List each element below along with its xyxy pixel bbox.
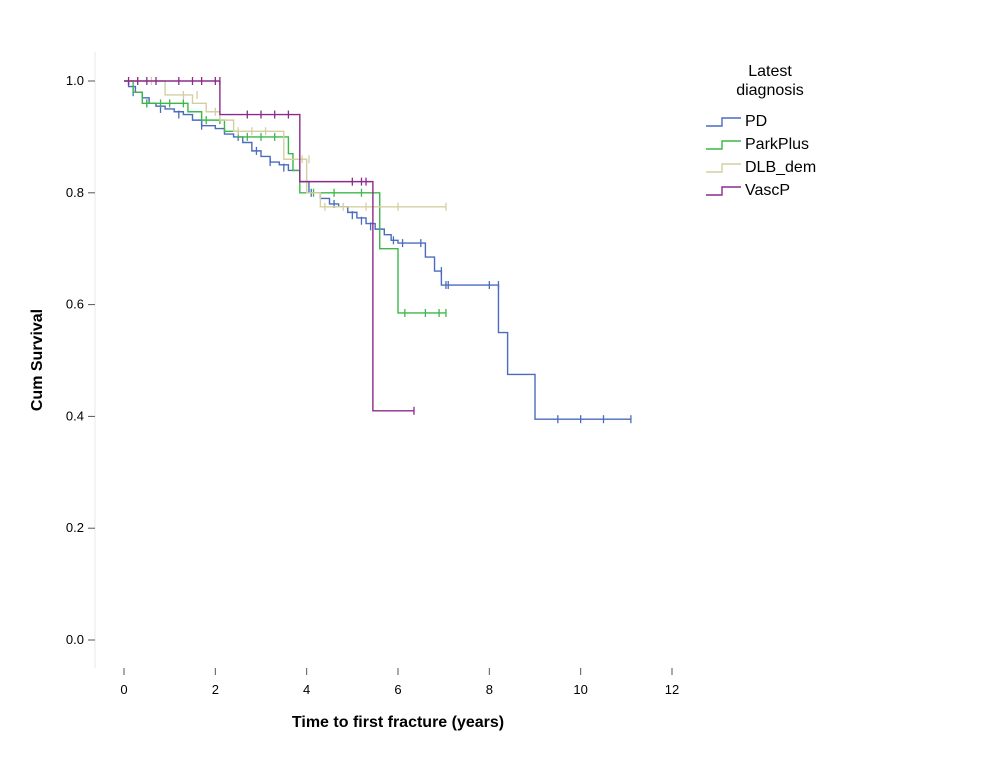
legend-swatch	[706, 163, 741, 173]
survival-curve	[124, 80, 414, 412]
legend-label: ParkPlus	[745, 136, 809, 153]
y-axis: 0.0 0.2 0.4 0.6 0.8 1.0	[66, 73, 95, 647]
legend: Latest diagnosis PD ParkPlus DLB_dem VascP	[706, 63, 816, 199]
y-tick-label: 0.2	[66, 520, 84, 535]
x-tick-label: 12	[665, 682, 679, 697]
legend-swatch	[706, 117, 741, 127]
x-axis-title: Time to first fracture (years)	[292, 714, 504, 731]
series-dlb-dem	[124, 77, 447, 211]
series-parkplus	[124, 80, 447, 317]
y-tick-label: 0.8	[66, 185, 84, 200]
x-axis: 0 2 4 6 8 10 12	[120, 668, 679, 697]
legend-label: DLB_dem	[745, 159, 816, 176]
legend-title-line2: diagnosis	[736, 82, 804, 99]
y-tick-label: 1.0	[66, 73, 84, 88]
series-pd	[124, 80, 632, 424]
legend-swatch	[706, 186, 741, 196]
y-axis-title: Cum Survival	[29, 309, 46, 411]
x-tick-label: 10	[573, 682, 587, 697]
series-vascp	[124, 77, 415, 415]
legend-label: VascP	[745, 182, 790, 199]
survival-curve	[124, 80, 446, 314]
y-tick-label: 0.4	[66, 408, 84, 423]
legend-item-vascp: VascP	[706, 182, 790, 199]
y-tick-label: 0.6	[66, 297, 84, 312]
x-tick-label: 2	[212, 682, 219, 697]
x-tick-label: 4	[303, 682, 310, 697]
x-tick-label: 0	[120, 682, 127, 697]
survival-curve	[124, 80, 631, 420]
x-tick-label: 8	[486, 682, 493, 697]
legend-item-parkplus: ParkPlus	[706, 136, 809, 153]
legend-item-pd: PD	[706, 113, 767, 130]
series-layer	[124, 77, 632, 424]
survival-curve	[124, 80, 446, 208]
y-tick-label: 0.0	[66, 632, 84, 647]
legend-label: PD	[745, 113, 767, 130]
x-tick-label: 6	[394, 682, 401, 697]
legend-swatch	[706, 140, 741, 150]
legend-items: PD ParkPlus DLB_dem VascP	[706, 113, 816, 199]
legend-title-line1: Latest	[748, 63, 792, 80]
legend-item-dlb-dem: DLB_dem	[706, 159, 816, 176]
